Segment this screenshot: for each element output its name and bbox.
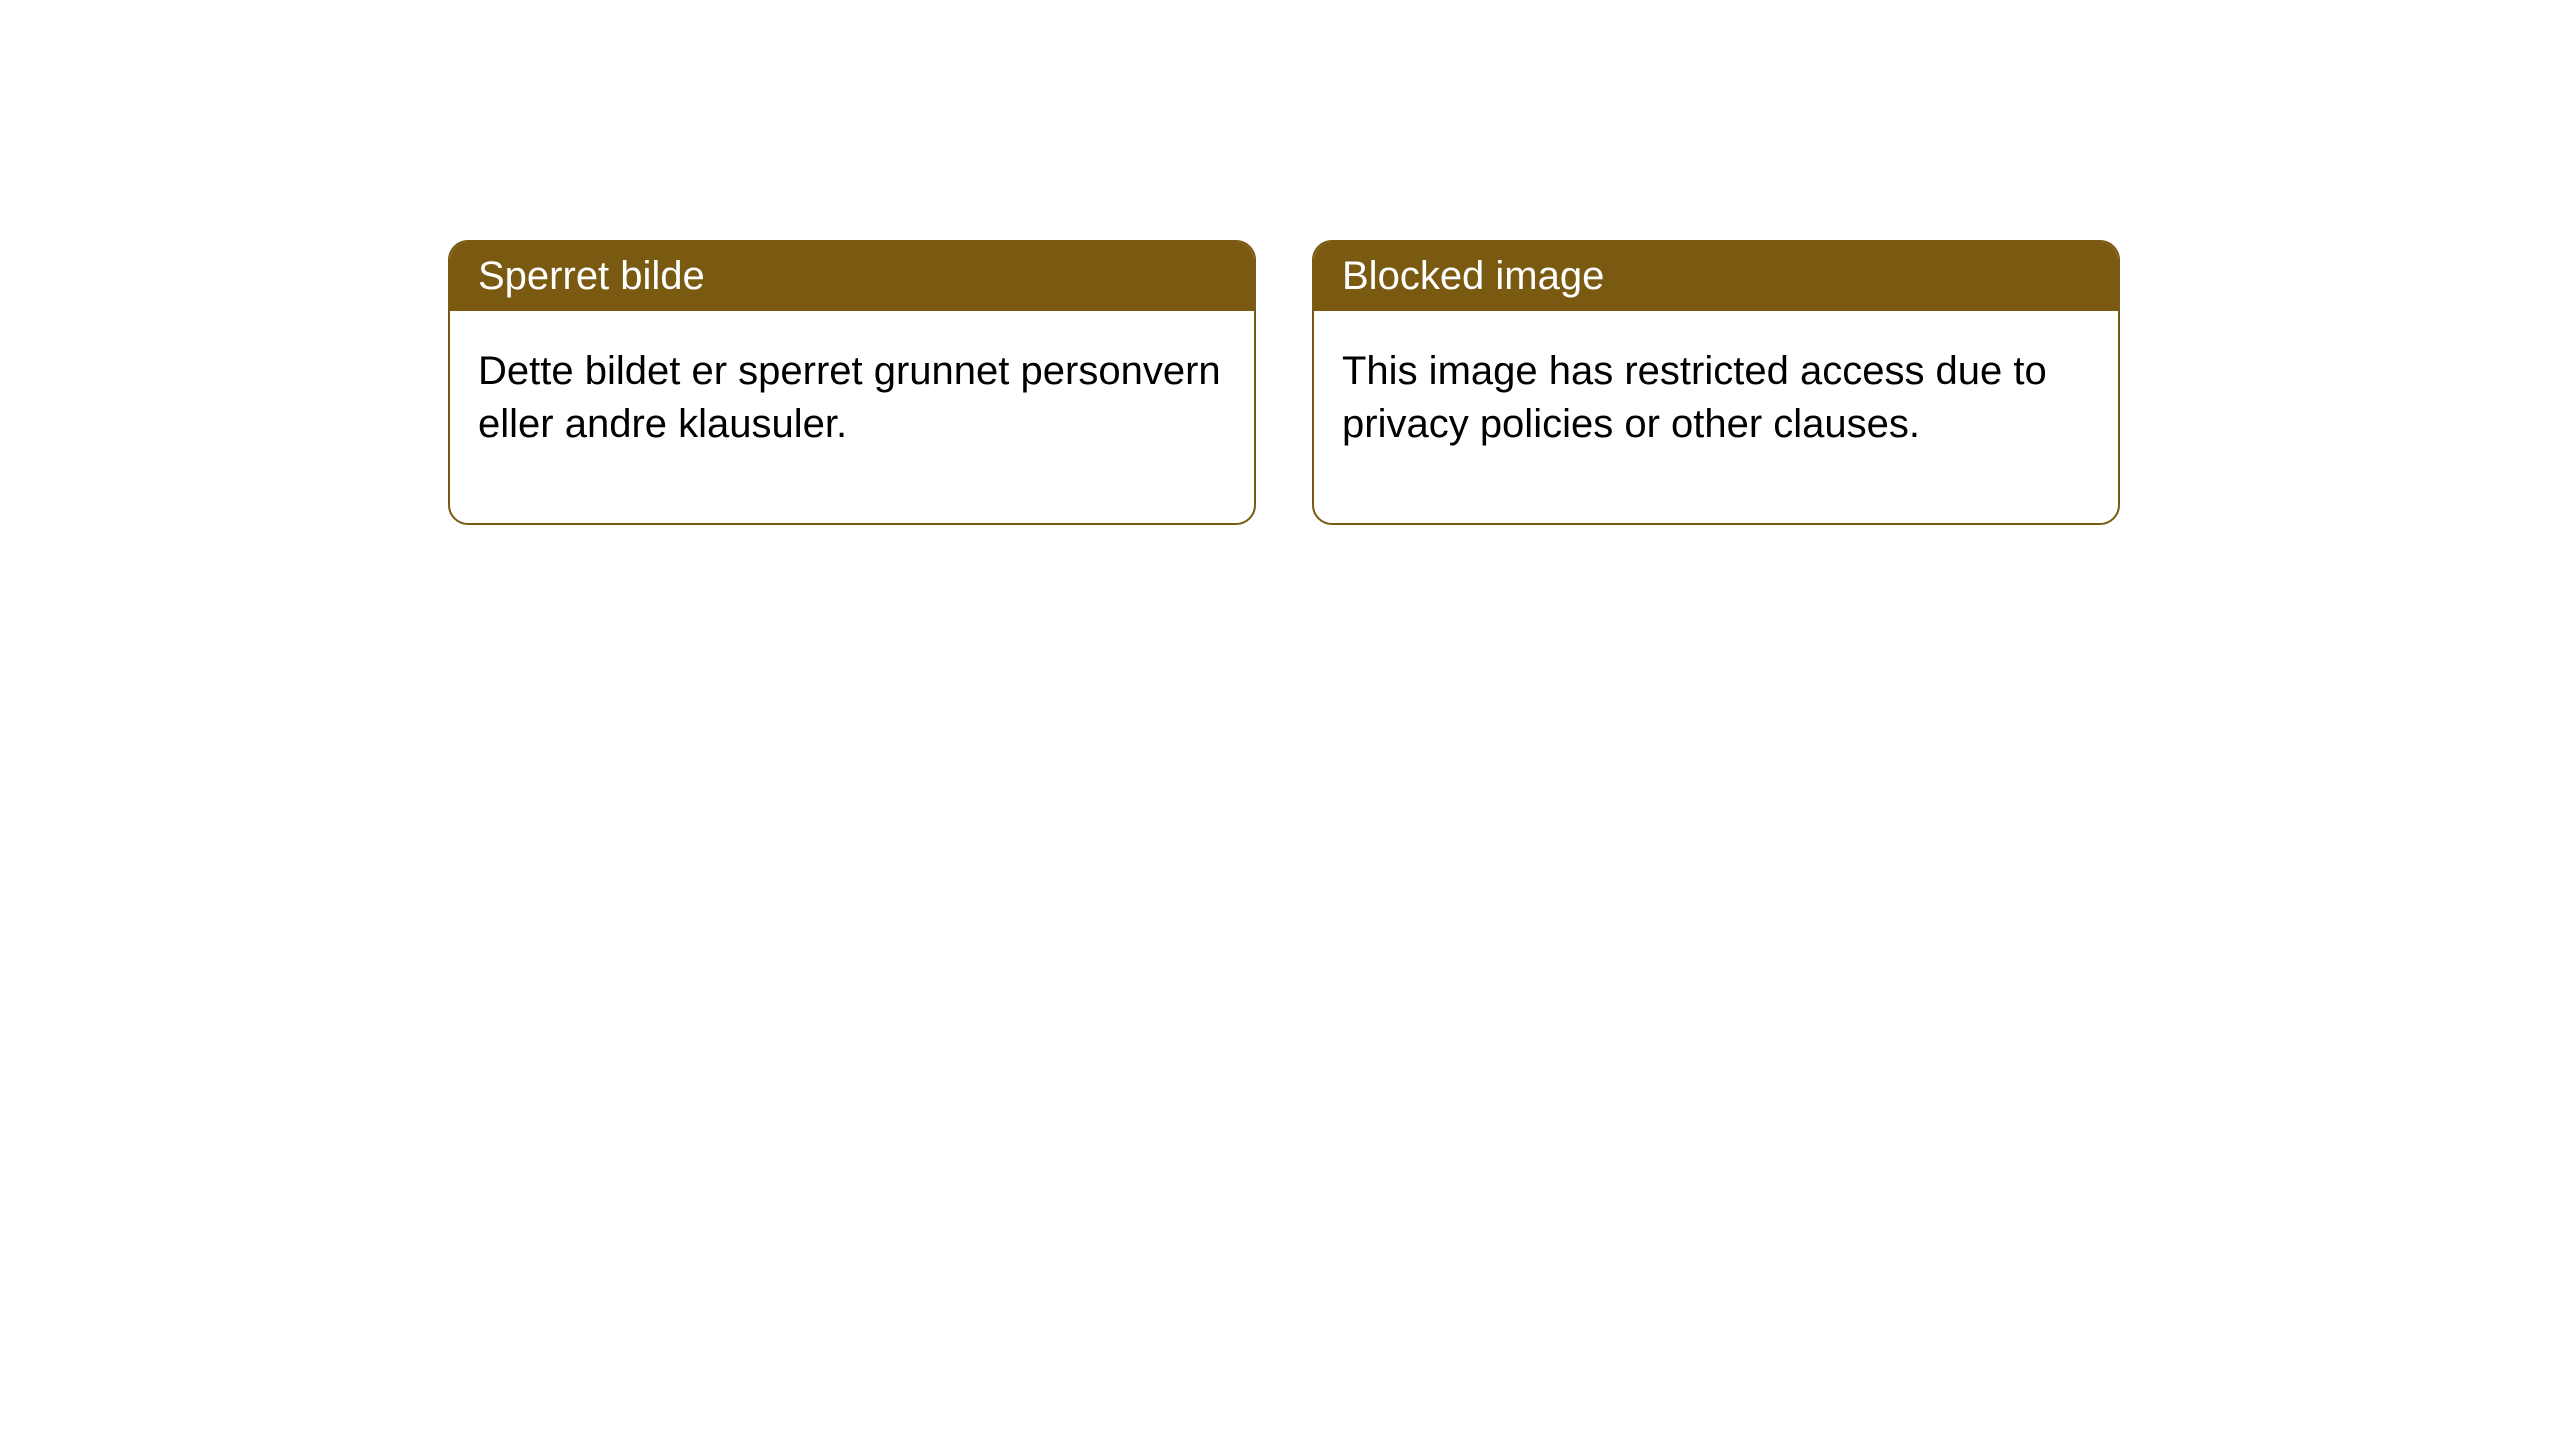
blocked-image-notices: Sperret bilde Dette bildet er sperret gr…: [448, 240, 2560, 525]
card-body-no: Dette bildet er sperret grunnet personve…: [450, 311, 1254, 523]
card-header-title-no: Sperret bilde: [478, 254, 705, 298]
card-body-en: This image has restricted access due to …: [1314, 311, 2118, 523]
card-header-en: Blocked image: [1314, 242, 2118, 311]
card-body-text-en: This image has restricted access due to …: [1342, 345, 2090, 451]
card-header-no: Sperret bilde: [450, 242, 1254, 311]
card-header-title-en: Blocked image: [1342, 254, 1604, 298]
blocked-image-card-en: Blocked image This image has restricted …: [1312, 240, 2120, 525]
card-body-text-no: Dette bildet er sperret grunnet personve…: [478, 345, 1226, 451]
blocked-image-card-no: Sperret bilde Dette bildet er sperret gr…: [448, 240, 1256, 525]
